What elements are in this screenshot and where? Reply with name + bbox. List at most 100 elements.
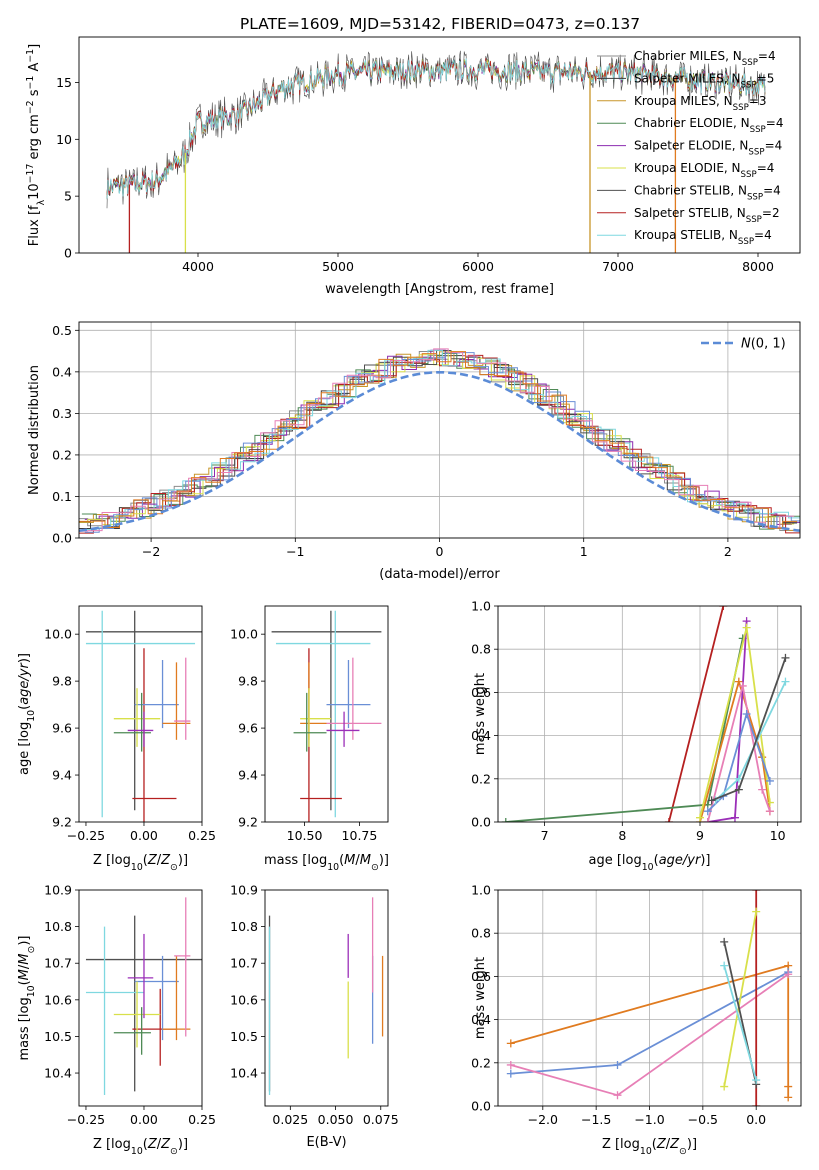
label-part: SSP bbox=[748, 148, 764, 158]
chart-panel-2: −2 −1 0 1 2 0.0 0.1 0.2 0.3 0.4 0.5 (data-model)/er… bbox=[27, 321, 801, 582]
label-part: M bbox=[17, 954, 32, 965]
mass-weight-marker bbox=[752, 1102, 761, 1106]
label-part: Z [log bbox=[93, 853, 131, 868]
axes-frame bbox=[78, 321, 801, 539]
label-part: Flux [f bbox=[27, 205, 42, 246]
label-part: ( bbox=[652, 1137, 657, 1152]
legend-entry: Kroupa MILES, NSSP=3 bbox=[634, 94, 767, 113]
mass-weight-marker bbox=[613, 1091, 622, 1100]
x-tick-label: −0.5 bbox=[688, 1112, 718, 1127]
label-part: −1 bbox=[25, 49, 36, 63]
label-part: 10 bbox=[131, 1146, 143, 1157]
y-tick-label: 0.6 bbox=[471, 685, 491, 700]
plot-area bbox=[271, 610, 382, 822]
y-tick-label: 5 bbox=[64, 189, 72, 204]
legend-entry: Kroupa STELIB, NSSP=4 bbox=[634, 228, 772, 247]
label-part: =4 bbox=[763, 183, 781, 197]
x-tick-label: 0.00 bbox=[130, 828, 158, 843]
label-part: ⊙ bbox=[170, 862, 178, 873]
mass-weight-marker bbox=[696, 813, 704, 822]
label-part: age [log bbox=[588, 853, 641, 868]
mass-weight-line bbox=[714, 681, 787, 802]
label-part: Z bbox=[160, 1137, 171, 1152]
label-part: Salpeter MILES, N bbox=[634, 71, 741, 85]
mass-weight-line bbox=[699, 678, 771, 822]
label-part: age/yr bbox=[659, 853, 702, 868]
x-tick-label: 8 bbox=[618, 828, 626, 843]
mass-weight-marker bbox=[720, 961, 729, 970]
plot-area bbox=[498, 606, 801, 822]
mass-weight-marker bbox=[784, 970, 793, 979]
mass-weight-marker bbox=[781, 653, 790, 662]
label-part: )] bbox=[17, 653, 32, 663]
mass-weight-marker bbox=[506, 1069, 515, 1078]
mass-weight-marker bbox=[784, 1082, 793, 1091]
label-part: Z [log bbox=[93, 1137, 131, 1152]
label-part: 10 bbox=[26, 985, 37, 997]
label-part: ⊙ bbox=[26, 946, 37, 954]
label-part: ( bbox=[143, 853, 148, 868]
x-tick-label: 10 bbox=[770, 828, 786, 843]
label-part: age [log bbox=[17, 722, 32, 775]
mass-weight-marker bbox=[738, 681, 747, 690]
y-tick-label: 10.9 bbox=[44, 883, 72, 898]
x-tick-label: 2 bbox=[724, 544, 732, 559]
x-tick-label: −0.25 bbox=[67, 828, 105, 843]
label-part: (0, 1) bbox=[751, 337, 786, 352]
y-tick-label: 10.0 bbox=[44, 627, 72, 642]
label-part: M bbox=[17, 969, 32, 980]
x-tick-label: 0.050 bbox=[318, 1112, 354, 1127]
x-tick-label: 7 bbox=[541, 828, 549, 843]
legend-entry: Salpeter MILES, NSSP=5 bbox=[634, 71, 774, 90]
mass-weight-marker bbox=[719, 606, 728, 610]
x-axis-label: wavelength [Angstrom, rest frame] bbox=[325, 282, 554, 297]
y-axis-label: Flux [fλ10−17 erg cm−2 s−1 A−1] bbox=[25, 44, 47, 246]
legend-entry: Salpeter ELODIE, NSSP=4 bbox=[634, 139, 782, 158]
label-part: )] bbox=[379, 853, 389, 868]
figure-title: PLATE=1609, MJD=53142, FIBERID=0473, z=0… bbox=[240, 15, 640, 33]
y-axis-label: Normed distribution bbox=[27, 365, 42, 495]
y-tick-label: 0.2 bbox=[471, 771, 491, 786]
y-tick-label: 9.8 bbox=[238, 674, 258, 689]
label-part: λ bbox=[36, 199, 47, 205]
mass-weight-marker bbox=[501, 818, 510, 822]
label-part: =5 bbox=[757, 71, 775, 85]
plot-area bbox=[79, 322, 800, 538]
mass-weight-marker bbox=[734, 785, 743, 794]
axes-frame bbox=[497, 889, 802, 1107]
label-part: Z bbox=[147, 853, 158, 868]
mass-weight-marker bbox=[765, 807, 774, 816]
y-tick-label: 9.2 bbox=[52, 815, 72, 830]
mass-weight-marker bbox=[765, 776, 774, 785]
label-part: mass [log bbox=[17, 997, 32, 1060]
legend-entry: Chabrier ELODIE, NSSP=4 bbox=[634, 116, 783, 135]
mass-weight-marker bbox=[752, 1076, 761, 1085]
chart-panel-8: −2.0 −1.5 −1.0 −0.5 0.0 0.0 0.2 0.4 0.6 0.8 1.0 Z [… bbox=[471, 883, 802, 1157]
y-tick-label: 1.0 bbox=[471, 883, 491, 898]
label-part: )] bbox=[178, 853, 188, 868]
label-part: age/yr bbox=[17, 661, 32, 704]
y-tick-label: 10.7 bbox=[44, 956, 72, 971]
x-tick-label: 6000 bbox=[462, 259, 494, 274]
label-part: / bbox=[355, 853, 360, 868]
label-part: Chabrier ELODIE, N bbox=[634, 116, 750, 130]
y-tick-label: 0.4 bbox=[52, 364, 72, 379]
label-part: M bbox=[344, 853, 355, 868]
label-part: Z bbox=[656, 1137, 667, 1152]
x-axis-label: E(B-V) bbox=[306, 1135, 346, 1150]
label-part: s bbox=[27, 89, 42, 100]
mass-weight-line bbox=[510, 964, 790, 1098]
y-tick-label: 9.4 bbox=[52, 768, 72, 783]
label-part: )] bbox=[700, 853, 710, 868]
plot-area bbox=[85, 610, 202, 822]
label-part: −1 bbox=[25, 76, 36, 90]
label-part: 10 bbox=[642, 862, 654, 873]
x-tick-label: −1.0 bbox=[634, 1112, 664, 1127]
y-axis-label: mass weight bbox=[473, 957, 488, 1039]
label-part: ⊙ bbox=[371, 862, 379, 873]
mass-weight-marker bbox=[730, 813, 739, 822]
x-axis-label: Z [log10(Z/Z⊙)] bbox=[93, 853, 188, 873]
label-part: erg cm bbox=[27, 114, 42, 163]
mass-weight-marker bbox=[703, 818, 712, 822]
